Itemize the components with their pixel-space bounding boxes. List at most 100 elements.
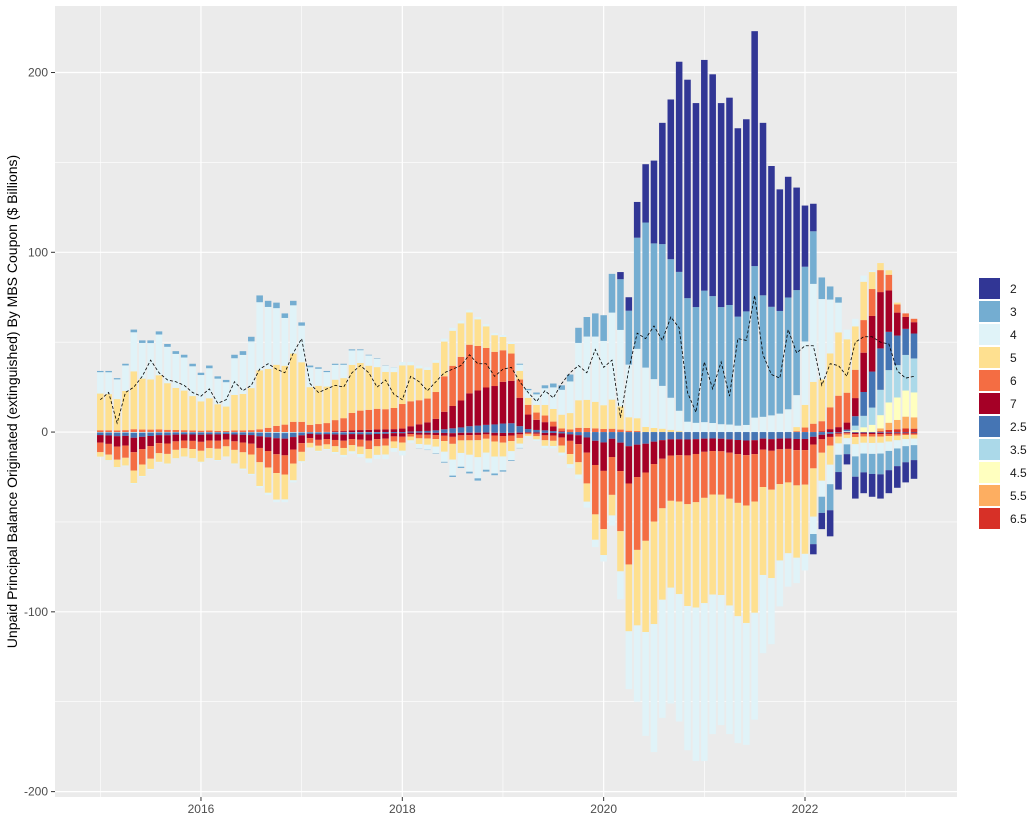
bar-segment-neg-coupon-7 xyxy=(760,439,767,450)
y-tick-label: -200 xyxy=(24,785,48,799)
bar-segment-pos-coupon-5 xyxy=(835,332,842,395)
bar-segment-pos-coupon-3 xyxy=(709,296,716,423)
bar-segment-neg-coupon-6 xyxy=(802,450,809,485)
bar-segment-pos-coupon-2 xyxy=(726,98,733,305)
bar-segment-neg-coupon-4 xyxy=(542,446,549,448)
bar-segment-pos-coupon-2 xyxy=(634,202,641,238)
bar-segment-neg-coupon-3 xyxy=(441,462,448,463)
bar-segment-neg-coupon-7 xyxy=(609,439,616,457)
bar-segment-neg-coupon-3-5 xyxy=(147,432,154,433)
bar-segment-neg-coupon-5 xyxy=(911,435,918,439)
bar-segment-neg-coupon-5 xyxy=(777,484,784,560)
bar-segment-pos-coupon-6 xyxy=(231,430,238,432)
bar-segment-neg-coupon-4 xyxy=(181,457,188,458)
bar-segment-pos-coupon-6 xyxy=(189,430,196,432)
bar-segment-pos-coupon-5 xyxy=(198,401,205,430)
bar-segment-neg-coupon-2-5 xyxy=(441,432,448,433)
bar-segment-neg-coupon-7 xyxy=(533,432,540,433)
bar-segment-neg-coupon-4 xyxy=(575,475,582,479)
bar-segment-neg-coupon-2-5 xyxy=(382,432,389,434)
bar-segment-pos-coupon-2 xyxy=(785,177,792,298)
bar-segment-neg-coupon-6 xyxy=(819,439,826,452)
bar-segment-neg-coupon-6 xyxy=(600,471,607,529)
bar-segment-neg-coupon-4 xyxy=(131,483,138,484)
bar-segment-pos-coupon-5 xyxy=(441,342,448,377)
bar-segment-pos-coupon-3-5 xyxy=(852,426,859,431)
bar-segment-pos-coupon-3 xyxy=(265,301,272,307)
legend-label-4-5: 4.5 xyxy=(1010,466,1027,480)
bar-segment-neg-coupon-7 xyxy=(659,440,666,459)
bar-segment-neg-coupon-6 xyxy=(424,435,431,439)
bar-segment-pos-coupon-4 xyxy=(391,367,398,372)
bar-segment-pos-coupon-4 xyxy=(131,332,138,371)
bar-segment-pos-coupon-5 xyxy=(458,323,465,356)
bar-segment-pos-coupon-7 xyxy=(466,393,473,426)
bar-segment-pos-coupon-4 xyxy=(793,395,800,427)
bar-segment-pos-coupon-3 xyxy=(349,349,356,350)
bar-segment-pos-coupon-2-5 xyxy=(458,427,465,432)
bar-segment-pos-coupon-2 xyxy=(651,161,658,244)
legend-swatch-2 xyxy=(979,278,1000,299)
bar-segment-pos-coupon-2-5 xyxy=(441,429,448,432)
bar-segment-neg-coupon-7 xyxy=(617,443,624,471)
bar-segment-pos-coupon-4 xyxy=(231,358,238,395)
bar-segment-neg-coupon-4 xyxy=(617,571,624,599)
bar-segment-neg-coupon-7 xyxy=(282,439,289,456)
bar-segment-pos-coupon-6 xyxy=(256,429,263,432)
bar-segment-neg-coupon-7 xyxy=(307,434,314,438)
bar-segment-pos-coupon-2-5 xyxy=(550,431,557,432)
bar-segment-pos-coupon-5 xyxy=(793,427,800,431)
bar-segment-neg-coupon-7 xyxy=(105,435,112,443)
bar-segment-neg-coupon-5 xyxy=(860,436,867,442)
bar-segment-pos-coupon-3 xyxy=(802,267,809,342)
bar-segment-pos-coupon-4 xyxy=(810,284,817,382)
bar-segment-neg-coupon-5 xyxy=(617,531,624,571)
bar-segment-neg-coupon-6 xyxy=(475,435,482,440)
bar-segment-pos-coupon-5 xyxy=(567,413,574,429)
bar-segment-pos-coupon-4 xyxy=(827,300,834,354)
bar-segment-neg-coupon-3 xyxy=(458,467,465,468)
bar-segment-pos-coupon-4 xyxy=(701,422,708,432)
bar-segment-neg-coupon-5 xyxy=(307,443,314,448)
bar-segment-pos-coupon-6-5 xyxy=(877,431,884,432)
bar-segment-pos-coupon-3 xyxy=(198,373,205,375)
bar-segment-pos-coupon-2-5 xyxy=(517,426,524,432)
bar-segment-neg-coupon-7 xyxy=(491,433,498,436)
bar-segment-neg-coupon-3-5 xyxy=(97,432,104,433)
bar-segment-neg-coupon-2-5 xyxy=(340,432,347,434)
bar-segment-pos-coupon-2 xyxy=(684,80,691,298)
bar-segment-neg-coupon-4 xyxy=(793,558,800,583)
bar-segment-neg-coupon-5 xyxy=(273,473,280,500)
bar-segment-pos-coupon-3 xyxy=(97,371,104,372)
bar-segment-pos-coupon-3 xyxy=(626,311,633,365)
bar-segment-pos-coupon-3 xyxy=(835,297,842,302)
bar-segment-neg-coupon-2-5 xyxy=(189,432,196,434)
bar-segment-pos-coupon-3 xyxy=(827,286,834,299)
bar-segment-neg-coupon-5 xyxy=(701,498,708,603)
bar-segment-pos-coupon-3 xyxy=(206,366,213,369)
bar-segment-pos-coupon-7 xyxy=(886,290,893,331)
bar-segment-pos-coupon-6 xyxy=(391,408,398,429)
bar-segment-pos-coupon-3 xyxy=(726,305,733,425)
bar-segment-pos-coupon-5 xyxy=(189,396,196,430)
bar-segment-neg-coupon-7 xyxy=(441,433,448,436)
bar-segment-pos-coupon-5 xyxy=(626,417,633,430)
bar-segment-neg-coupon-2-5 xyxy=(256,433,263,437)
bar-segment-pos-coupon-3 xyxy=(324,371,331,372)
bar-segment-neg-coupon-2-5 xyxy=(785,432,792,438)
bar-segment-neg-coupon-5 xyxy=(173,450,180,458)
bar-segment-pos-coupon-6 xyxy=(105,430,112,432)
y-axis-title: Unpaid Principal Balance Originated (ext… xyxy=(4,155,20,648)
bar-segment-neg-coupon-4 xyxy=(567,464,574,468)
bar-segment-pos-coupon-7 xyxy=(902,317,909,329)
bar-segment-pos-coupon-3 xyxy=(760,295,767,417)
bar-segment-pos-coupon-5 xyxy=(206,398,213,430)
bar-segment-neg-coupon-7 xyxy=(558,433,565,437)
bar-segment-pos-coupon-4 xyxy=(751,418,758,432)
bar-segment-neg-coupon-5 xyxy=(181,448,188,456)
bar-segment-neg-coupon-5 xyxy=(852,437,859,444)
bar-segment-pos-coupon-5 xyxy=(307,387,314,425)
bar-segment-pos-coupon-2-5 xyxy=(449,428,456,432)
